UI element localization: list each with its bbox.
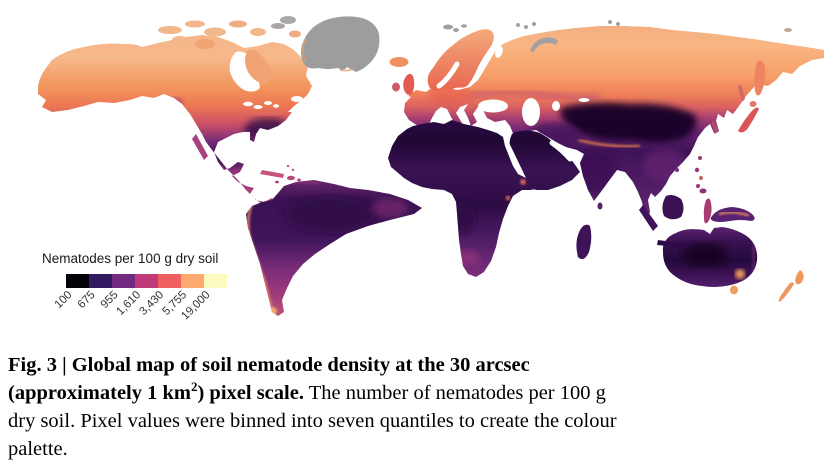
legend-swatch: [181, 274, 204, 288]
legend-colorbar: [66, 274, 227, 288]
caribbean-islands: [260, 164, 301, 184]
northeast-asia-islands: [711, 60, 766, 134]
greenland-coast-fringe: [302, 37, 355, 72]
australia-density-shading: [683, 243, 757, 279]
greenland-no-data: [301, 16, 380, 72]
legend-swatch: [158, 274, 181, 288]
new-zealand: [778, 270, 804, 302]
figure-caption: Fig. 3 | Global map of soil nematode den…: [8, 351, 820, 463]
arctic-islands: [443, 20, 792, 53]
legend-swatch: [135, 274, 158, 288]
legend-title: Nematodes per 100 g dry soil: [42, 251, 219, 266]
caption-line-4: palette.: [8, 438, 68, 460]
persian-gulf: [549, 140, 573, 162]
caption-line-2: (approximately 1 km2) pixel scale. The n…: [8, 379, 606, 404]
great-lakes: [243, 96, 303, 109]
canadian-arctic-archipelago: [158, 16, 301, 84]
world-map-figure: Nematodes per 100 g dry soil 100 675 955…: [38, 16, 824, 323]
world-map-svg: [38, 16, 824, 316]
madagascar: [576, 224, 592, 260]
maritime-southeast-asia: [597, 156, 755, 248]
superscript-2: 2: [190, 379, 198, 395]
north-atlantic-islands: [389, 57, 415, 95]
legend-swatch: [204, 274, 227, 288]
caption-line-3: dry soil. Pixel values were binned into …: [8, 410, 617, 432]
caption-line-1: Fig. 3 | Global map of soil nematode den…: [8, 354, 530, 376]
eurasian-seas: [436, 46, 590, 139]
legend-swatch: [66, 274, 89, 288]
legend-swatch: [89, 274, 112, 288]
legend-swatch: [112, 274, 135, 288]
tasmania: [730, 285, 738, 295]
baja-california: [192, 134, 208, 160]
